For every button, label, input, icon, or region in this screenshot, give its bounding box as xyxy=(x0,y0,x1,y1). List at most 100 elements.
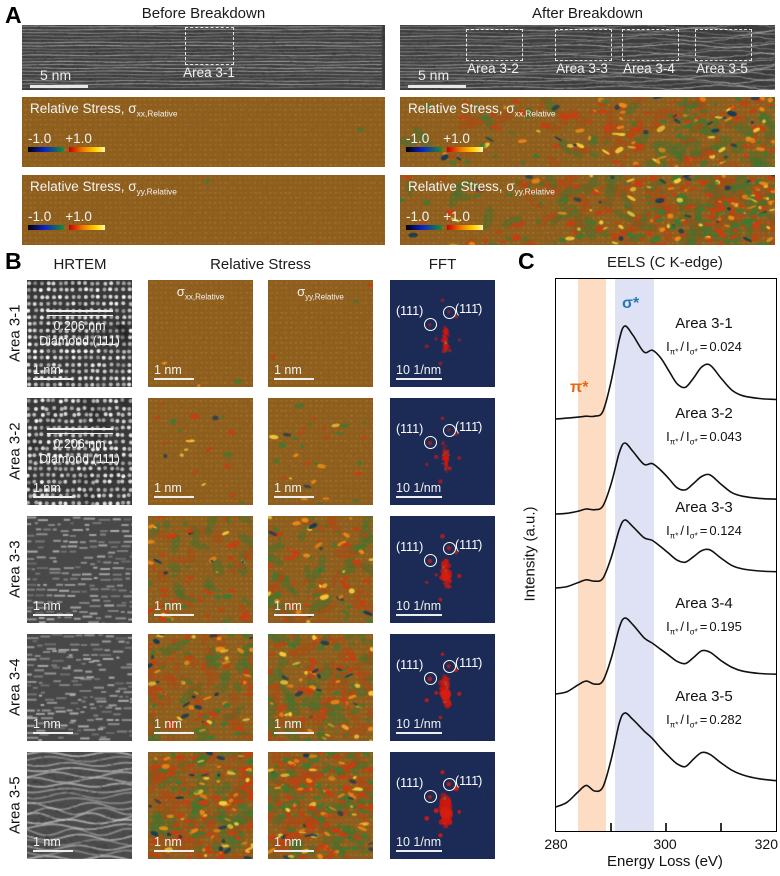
fft-111-label: (111) xyxy=(396,540,424,554)
colorbar-negative-gradient xyxy=(406,147,442,152)
before-stress-xx-map: Relative Stress, σxx,Relative -1.0 +1.0 xyxy=(22,97,385,167)
fft-111-label: (111) xyxy=(396,776,424,790)
area-label: Area 3-2 xyxy=(467,61,519,76)
fft-scale-bar: 10 1/nm xyxy=(396,363,442,380)
hrtem-image: 1 nm xyxy=(27,634,132,741)
after-breakdown-title: After Breakdown xyxy=(532,5,643,22)
eels-spectra xyxy=(556,325,776,831)
panel-a-label: A xyxy=(5,2,22,28)
stress-canvas xyxy=(268,280,373,387)
panel-b-row-2: Area 3-2 0.206 nm Diamond (111) 1 nm 1 nm… xyxy=(0,398,520,505)
stress-canvas xyxy=(400,97,775,167)
row-area-label: Area 3-3 xyxy=(6,540,24,599)
stress-canvas xyxy=(268,634,373,741)
fft-scale-bar: 10 1/nm xyxy=(396,599,442,616)
scale-bar: 1 nm xyxy=(274,481,314,498)
spectrum-ratio: Iπ* / Iσ* = 0.195 xyxy=(666,619,742,637)
fft-pattern: (111) (111̄) 10 1/nm xyxy=(390,398,495,505)
scale-bar: 1 nm xyxy=(274,835,314,852)
fft-spot-ring xyxy=(443,542,456,555)
stress-canvas xyxy=(268,398,373,505)
scale-bar: 1 nm xyxy=(154,481,194,498)
colorbar-positive-gradient xyxy=(447,147,483,152)
scale-bar-line xyxy=(408,84,466,88)
area-label: Area 3-1 xyxy=(183,65,235,80)
scale-bar: 1 nm xyxy=(33,363,73,380)
scale-bar-text: 5 nm xyxy=(40,66,72,83)
after-stress-yy-map: Relative Stress, σyy,Relative -1.0 +1.0 xyxy=(400,175,775,245)
area-label: Area 3-3 xyxy=(556,61,608,76)
row-area-label: Area 3-1 xyxy=(6,304,24,363)
dspacing-annotation: 0.206 nm Diamond (111) xyxy=(27,428,132,467)
fft-canvas xyxy=(390,280,495,387)
stress-map-label: Relative Stress, σyy,Relative xyxy=(30,179,177,197)
stress-canvas xyxy=(148,516,253,623)
stress-xx-map: 1 nm xyxy=(148,752,253,859)
row-area-label: Area 3-4 xyxy=(6,658,24,717)
stress-canvas xyxy=(22,97,385,167)
scale-bar: 1 nm xyxy=(154,835,194,852)
fft-spot-ring xyxy=(424,436,437,449)
fft-spot-ring xyxy=(424,318,437,331)
panel-b-label: B xyxy=(5,248,22,274)
stress-canvas xyxy=(400,175,775,245)
fft-111-label: (111) xyxy=(396,422,424,436)
x-tick-320: 320 xyxy=(754,836,778,852)
stress-canvas xyxy=(268,752,373,859)
fft-scale-bar: 10 1/nm xyxy=(396,481,442,498)
stress-map-label: Relative Stress, σxx,Relative xyxy=(30,101,178,119)
colorbar-max: +1.0 xyxy=(65,131,92,146)
hrtem-column-header: HRTEM xyxy=(53,256,107,273)
stress-colorbar: -1.0 +1.0 xyxy=(406,209,483,240)
fft-pattern: (111) (111̄) 10 1/nm xyxy=(390,634,495,741)
row-area-label: Area 3-2 xyxy=(6,422,24,481)
hrtem-canvas xyxy=(27,280,132,387)
before-stress-yy-map: Relative Stress, σyy,Relative -1.0 +1.0 xyxy=(22,175,385,245)
hrtem-canvas xyxy=(27,634,132,741)
area-label: Area 3-5 xyxy=(696,61,748,76)
panel-b-row-1: Area 3-1 0.206 nm Diamond (111) 1 nm σxx,… xyxy=(0,280,520,387)
fft-canvas xyxy=(390,516,495,623)
scale-bar: 1 nm xyxy=(274,363,314,380)
hrtem-canvas xyxy=(27,398,132,505)
before-breakdown-title: Before Breakdown xyxy=(141,5,266,22)
stress-yy-map: 1 nm xyxy=(268,516,373,623)
row-area-label: Area 3-5 xyxy=(6,776,24,835)
stress-colorbar: -1.0 +1.0 xyxy=(406,131,483,162)
colorbar-max: +1.0 xyxy=(443,131,470,146)
colorbar-positive-gradient xyxy=(447,225,483,230)
stress-xx-sublabel: σxx,Relative xyxy=(176,284,225,302)
fft-canvas xyxy=(390,398,495,505)
spectrum-curve-area-3-5 xyxy=(556,712,776,808)
scale-bar-line xyxy=(30,84,88,88)
panel-c-label: C xyxy=(518,248,535,274)
fft-scale-bar: 10 1/nm xyxy=(396,835,442,852)
fft-spot-ring xyxy=(443,306,456,319)
scale-bar: 5 nm xyxy=(408,67,466,88)
hrtem-image: 1 nm xyxy=(27,752,132,859)
after-hrtem-image: Area 3-2 Area 3-3 Area 3-4 Area 3-5 5 nm xyxy=(400,25,775,90)
panel-b-row-3: Area 3-3 1 nm 1 nm 1 nm (111) (111̄) 10 … xyxy=(0,516,520,623)
spectrum-ratio: Iπ* / Iσ* = 0.043 xyxy=(666,429,742,447)
stress-yy-map: 1 nm xyxy=(268,634,373,741)
panel-b-row-5: Area 3-5 1 nm 1 nm 1 nm (111) (111̄) 10 … xyxy=(0,752,520,859)
stress-xx-map: 1 nm xyxy=(148,398,253,505)
stress-yy-sublabel: σyy,Relative xyxy=(297,284,344,302)
stress-colorbar: -1.0 +1.0 xyxy=(28,131,105,162)
spectrum-ratio: Iπ* / Iσ* = 0.024 xyxy=(666,339,742,357)
area-roi-box xyxy=(185,27,234,65)
colorbar-min: -1.0 xyxy=(406,131,430,146)
stress-canvas xyxy=(268,516,373,623)
fft-111bar-label: (111̄) xyxy=(455,420,483,434)
area-label: Area 3-4 xyxy=(623,61,675,76)
colorbar-min: -1.0 xyxy=(28,209,52,224)
dspacing-annotation: 0.206 nm Diamond (111) xyxy=(27,310,132,349)
fft-111-label: (111) xyxy=(396,304,424,318)
pi-band-label: π* xyxy=(570,379,589,396)
before-hrtem-image: Area 3-1 5 nm xyxy=(22,25,385,90)
fft-spot-ring xyxy=(443,778,456,791)
x-tick-280: 280 xyxy=(544,836,568,852)
scale-bar: 1 nm xyxy=(154,599,194,616)
stress-map-label: Relative Stress, σyy,Relative xyxy=(408,179,555,197)
spectrum-curve-area-3-2 xyxy=(556,442,776,515)
